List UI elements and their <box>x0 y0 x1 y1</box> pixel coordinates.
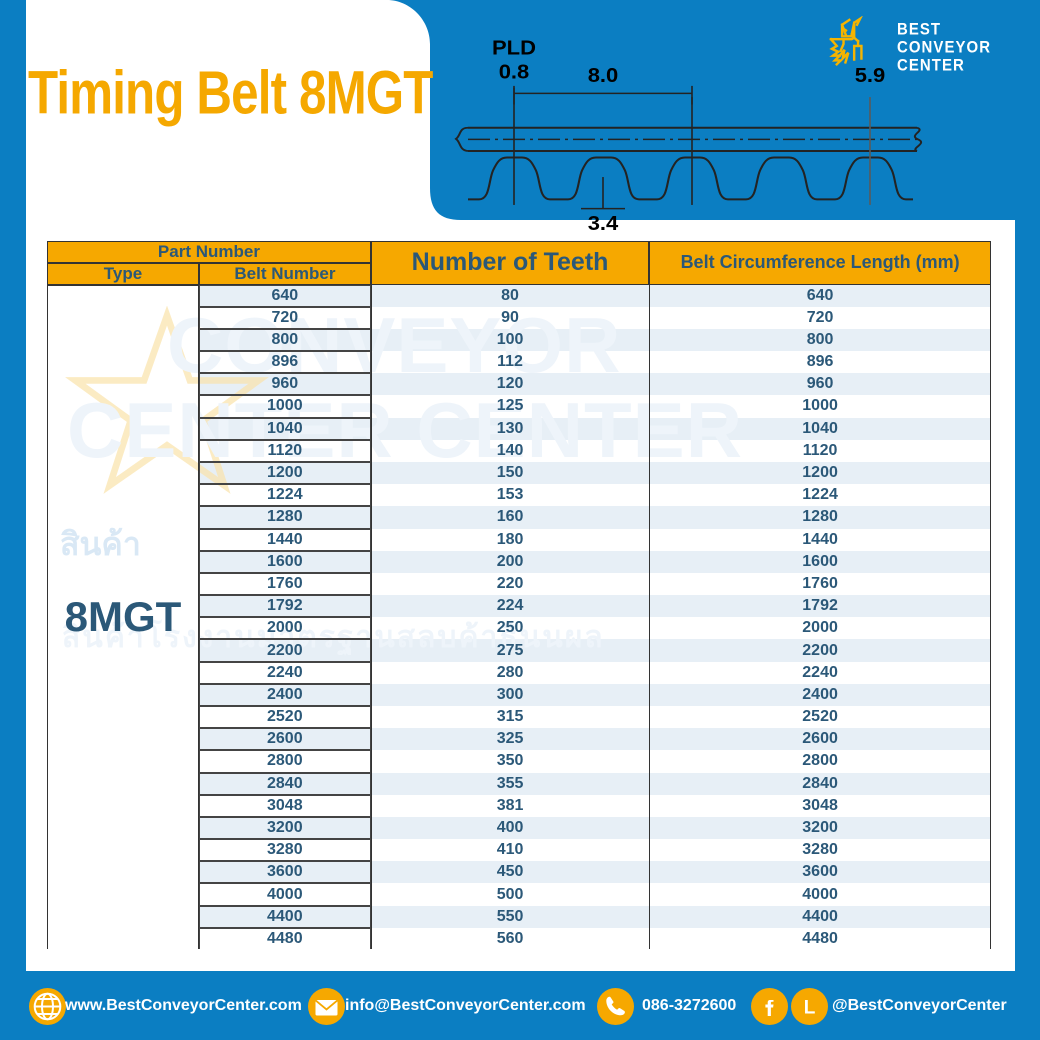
svg-text:5.9: 5.9 <box>855 64 886 87</box>
svg-text:3.4: 3.4 <box>588 212 619 235</box>
svg-text:PLD: PLD <box>492 36 536 59</box>
svg-text:0.8: 0.8 <box>499 60 530 83</box>
svg-text:L: L <box>804 998 816 1019</box>
svg-text:8.0: 8.0 <box>588 64 619 87</box>
